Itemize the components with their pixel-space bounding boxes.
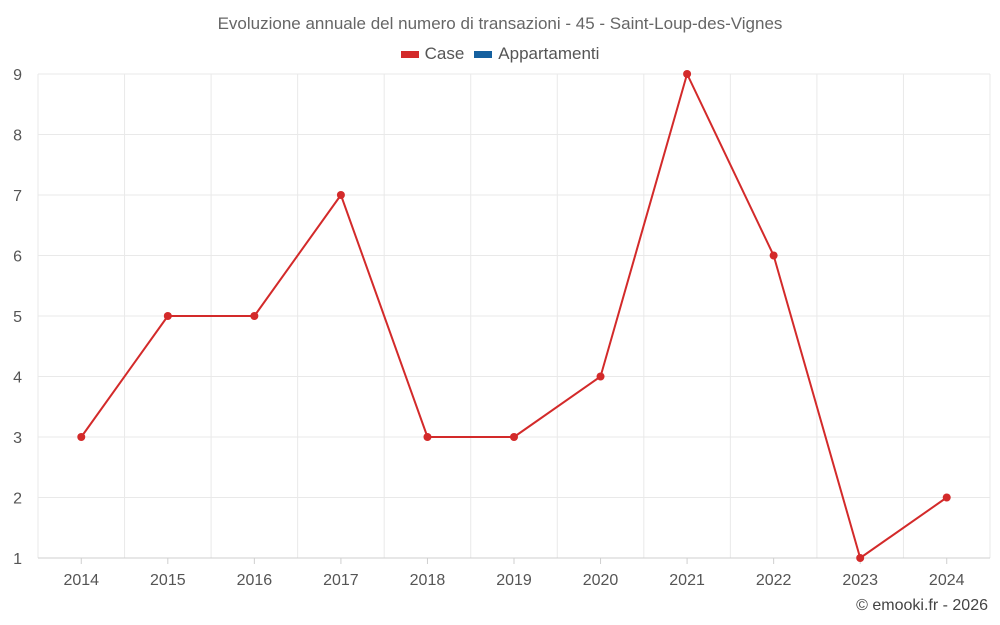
legend-swatch-appartamenti xyxy=(474,50,493,58)
legend-label-appartamenti: Appartamenti xyxy=(498,44,600,63)
chart-legend: Case Appartamenti xyxy=(0,44,1000,64)
y-tick-label: 7 xyxy=(13,188,22,205)
y-tick-label: 3 xyxy=(13,430,22,447)
y-tick-label: 4 xyxy=(13,370,22,387)
x-tick-label: 2021 xyxy=(669,572,705,589)
data-point xyxy=(510,433,518,441)
x-tick-label: 2023 xyxy=(842,572,878,589)
x-tick-label: 2014 xyxy=(63,572,99,589)
data-point xyxy=(856,554,865,562)
data-point xyxy=(77,433,86,441)
chart-title: Evoluzione annuale del numero di transaz… xyxy=(217,14,783,33)
data-point xyxy=(942,493,951,502)
x-tick-label: 2018 xyxy=(410,572,446,589)
data-point xyxy=(423,433,432,441)
x-tick-label: 2022 xyxy=(756,572,792,589)
data-point xyxy=(250,312,259,320)
data-point xyxy=(336,191,345,199)
y-tick-label: 1 xyxy=(13,551,22,568)
x-tick-label: 2020 xyxy=(583,572,619,589)
data-point xyxy=(683,70,692,78)
y-tick-label: 6 xyxy=(13,249,22,266)
legend-swatch-case xyxy=(400,50,419,58)
y-tick-label: 8 xyxy=(13,128,22,145)
credit-text: © emooki.fr - 2026 xyxy=(856,597,988,614)
y-tick-label: 9 xyxy=(13,67,22,84)
data-point xyxy=(163,312,172,320)
data-point xyxy=(769,251,778,260)
data-point xyxy=(596,372,605,381)
x-tick-label: 2015 xyxy=(150,572,186,589)
y-tick-label: 2 xyxy=(13,491,22,508)
legend-item-case[interactable]: Case xyxy=(400,44,465,64)
legend-item-appartamenti[interactable]: Appartamenti xyxy=(474,44,599,64)
legend-label-case: Case xyxy=(424,44,465,63)
x-tick-label: 2016 xyxy=(237,572,273,589)
y-tick-label: 5 xyxy=(13,309,22,326)
x-tick-label: 2024 xyxy=(929,572,965,589)
x-tick-label: 2017 xyxy=(323,572,359,589)
x-tick-label: 2019 xyxy=(496,572,532,589)
